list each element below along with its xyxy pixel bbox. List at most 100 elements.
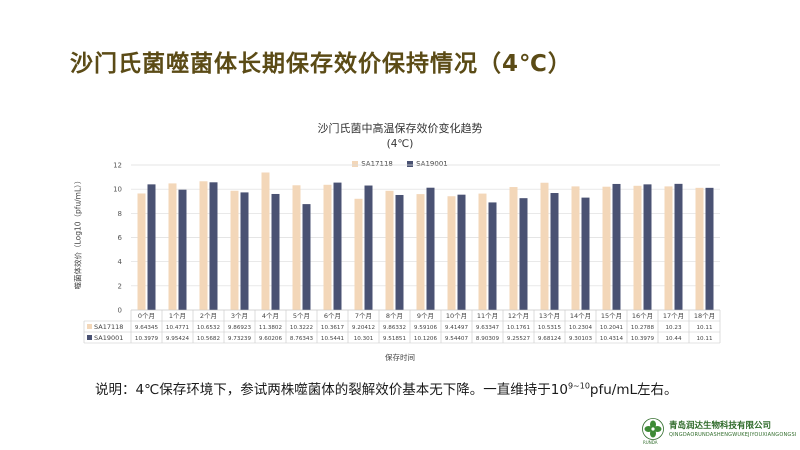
bar	[612, 183, 621, 310]
data-label: 10.3979	[631, 336, 655, 342]
bar	[519, 198, 528, 310]
data-label: 10.3979	[135, 336, 159, 342]
data-label: 10.4771	[166, 325, 190, 331]
bar	[137, 193, 146, 310]
bar	[323, 184, 332, 310]
data-label: 9.63347	[476, 325, 500, 331]
data-label: 9.20412	[352, 325, 375, 331]
data-label: 10.5315	[538, 325, 562, 331]
data-label: 9.59106	[414, 325, 438, 331]
data-label: 9.54407	[445, 336, 469, 342]
brand-text: RUNDA	[643, 440, 658, 445]
bar	[705, 187, 714, 310]
table-legend-swatch	[87, 335, 92, 340]
y-tick-label: 12	[113, 162, 122, 170]
legend-item-series-b: SA19001	[407, 160, 448, 168]
bar	[478, 193, 487, 310]
data-label: 10.5682	[197, 336, 220, 342]
company-name-en: QINGDAORUNDASHENGWUKEJIYOUXIANGONGSI	[669, 432, 797, 438]
data-label: 10.3222	[290, 325, 313, 331]
data-label: 9.30103	[569, 336, 593, 342]
bar	[571, 186, 580, 310]
bar	[261, 172, 270, 310]
bar	[302, 204, 311, 310]
note-text-suffix: pfu/mL左右。	[589, 382, 678, 398]
legend-swatch-series-a	[352, 161, 359, 167]
data-label: 10.6532	[197, 325, 220, 331]
x-tick-label: 18个月	[694, 312, 715, 320]
x-tick-label: 12个月	[508, 312, 529, 320]
x-tick-label: 3个月	[231, 312, 248, 320]
data-label: 8.76343	[290, 336, 314, 342]
bar	[333, 182, 342, 310]
data-label: 10.23	[665, 325, 681, 331]
x-tick-label: 17个月	[663, 312, 684, 320]
bar	[674, 183, 683, 310]
bar	[230, 190, 239, 310]
data-label: 8.90309	[476, 336, 500, 342]
legend-swatch-series-b	[407, 161, 414, 167]
data-label: 9.60206	[259, 336, 283, 342]
bar	[199, 181, 208, 310]
data-label: 11.3802	[259, 325, 282, 331]
bar	[602, 186, 611, 310]
y-tick-label: 2	[118, 282, 122, 290]
x-tick-label: 4个月	[262, 312, 279, 320]
data-label: 9.51851	[383, 336, 407, 342]
chart-legend: SA17118 SA19001	[0, 160, 800, 168]
bar	[209, 182, 218, 310]
data-label: 10.4314	[600, 336, 624, 342]
bar	[147, 184, 156, 310]
explanation-note: 说明：4℃保存环境下，参试两株噬菌体的裂解效价基本无下降。一直维持于109~10…	[95, 378, 678, 399]
bar	[178, 189, 187, 310]
x-tick-label: 2个月	[200, 312, 217, 320]
data-label: 10.301	[354, 336, 374, 342]
y-tick-label: 6	[118, 234, 123, 242]
legend-label-series-a: SA17118	[361, 160, 393, 168]
bar	[354, 198, 363, 310]
bar	[695, 187, 704, 310]
bar	[364, 185, 373, 310]
x-tick-label: 1个月	[169, 312, 186, 320]
company-name: 青岛润达生物科技有限公司	[669, 421, 772, 431]
bar	[240, 192, 249, 310]
y-tick-label: 8	[118, 210, 122, 218]
x-tick-label: 15个月	[601, 312, 622, 320]
data-label: 9.86332	[383, 325, 406, 331]
data-label: 9.68124	[538, 336, 562, 342]
slide-title: 沙门氏菌噬菌体长期保存效价保持情况（4℃）	[70, 51, 572, 77]
note-exponent: 9~10	[567, 381, 590, 391]
x-axis-label: 保存时间	[385, 353, 415, 362]
bar	[426, 187, 435, 310]
bar	[633, 185, 642, 310]
data-label: 9.25527	[507, 336, 531, 342]
data-label: 9.86923	[228, 325, 252, 331]
data-label: 9.64345	[135, 325, 159, 331]
chart-title: 沙门氏菌中高温保存效价变化趋势	[317, 122, 483, 135]
legend-item-series-a: SA17118	[352, 160, 393, 168]
data-label: 10.2304	[569, 325, 593, 331]
chart-subtitle: (4℃)	[386, 138, 414, 150]
data-label: 9.41497	[445, 325, 469, 331]
bar	[550, 193, 559, 310]
y-tick-label: 10	[113, 186, 122, 194]
x-tick-label: 14个月	[570, 312, 591, 320]
x-tick-label: 7个月	[355, 312, 372, 320]
data-label: 9.73239	[228, 336, 252, 342]
y-tick-label: 0	[118, 307, 122, 315]
data-label: 10.5441	[321, 336, 345, 342]
x-tick-label: 8个月	[386, 312, 403, 320]
bar	[385, 190, 394, 310]
bar	[581, 197, 590, 310]
data-label: 10.44	[665, 336, 681, 342]
bar	[664, 186, 673, 310]
data-label: 10.1206	[414, 336, 438, 342]
table-legend-swatch	[87, 324, 92, 329]
x-tick-label: 9个月	[417, 312, 434, 320]
y-tick-label: 4	[118, 258, 123, 266]
table-series-label: SA19001	[94, 334, 123, 342]
bar	[643, 184, 652, 310]
data-label: 9.95424	[166, 336, 190, 342]
bar	[457, 194, 466, 310]
